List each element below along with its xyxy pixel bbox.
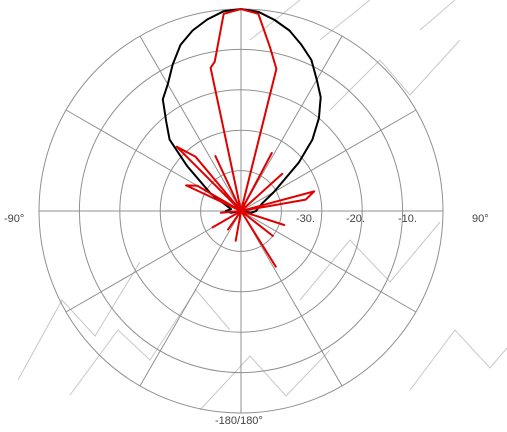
radial-tick-label: -10. xyxy=(398,213,417,225)
polar-grid xyxy=(38,8,444,414)
grid-spoke xyxy=(240,35,343,212)
grid-spoke xyxy=(240,109,417,212)
watermark-stroke xyxy=(199,349,331,411)
series-line-black xyxy=(161,8,322,214)
watermark-stroke xyxy=(69,289,231,396)
angle-label-bottom: -180/180° xyxy=(215,415,263,427)
grid-spoke xyxy=(139,210,242,387)
grid-spoke xyxy=(240,210,417,313)
radial-tick-label: -20. xyxy=(346,213,365,225)
angle-label-right: 90° xyxy=(472,213,489,225)
watermark-stroke xyxy=(249,0,456,41)
grid-spoke xyxy=(139,35,242,212)
watermark-stroke xyxy=(329,39,461,111)
grid-spoke xyxy=(240,210,343,387)
radial-tick-label: -30. xyxy=(296,213,315,225)
series-line-red xyxy=(175,8,316,268)
watermark-stroke xyxy=(409,329,507,391)
chart-series xyxy=(161,8,322,268)
watermark-stroke xyxy=(17,261,141,381)
angle-label-left: -90° xyxy=(4,213,24,225)
watermark-stroke xyxy=(299,221,441,301)
